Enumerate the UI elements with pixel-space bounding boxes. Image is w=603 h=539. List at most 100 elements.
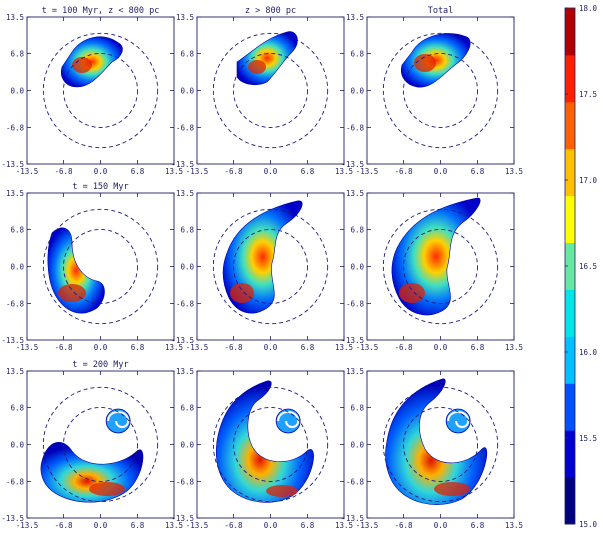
outer-orbit-ring [212,208,329,325]
spiral-arm [277,410,300,428]
x-tick-label: 13.5 [505,167,523,176]
density-peak [72,57,92,73]
y-tick-label: -6.8 [176,124,195,133]
x-tick-label: 13.5 [505,343,523,352]
y-tick-label: -6.8 [6,124,25,133]
y-tick-label: 13.5 [346,367,364,376]
panel-row1-col1: t = 100 Myr, z < 800 pc -13.5 -6.8 0.0 6.8 13… [1,6,183,176]
x-tick-label: 0.0 [434,343,448,352]
spiral-arm [107,410,130,428]
outer-orbit-ring [42,386,159,503]
x-tick-label: -6.8 [224,521,243,530]
density-peak [399,283,425,303]
x-tick-label: 13.5 [165,167,183,176]
panel-row3-col2: -13.5 -6.8 0.0 6.8 13.5 13.5 6.8 0.0 -6.8 -13.5 [171,367,353,530]
x-tick-label: 6.8 [471,167,485,176]
density-map [382,197,499,325]
y-tick-label: 6.8 [180,403,194,412]
x-tick-label: 6.8 [131,167,145,176]
panel-row2-col3: -13.5 -6.8 0.0 6.8 13.5 13.5 6.8 0.0 -6.8 -13.5 [341,189,523,352]
y-tick-label: 13.5 [6,13,24,22]
colorbar-segment [565,430,575,478]
x-tick-label: 13.5 [165,521,183,530]
x-tick-label: 0.0 [94,343,108,352]
y-tick-label: 6.8 [350,403,364,412]
y-tick-label: 0.0 [180,87,194,96]
y-tick-label: -13.5 [171,160,194,169]
colorbar-segment [565,383,575,431]
outer-orbit-ring [382,32,499,149]
colorbar-segment [565,101,575,150]
density-map [42,32,159,149]
y-tick-label: 6.8 [350,225,364,234]
colorbar-segment [565,242,575,290]
x-tick-label: 0.0 [264,167,278,176]
colorbar-segment [565,148,575,197]
y-tick-label: -13.5 [341,514,364,523]
panel-row2-col2: -13.5 -6.8 0.0 6.8 13.5 13.5 6.8 0.0 -6.8 -13.5 [171,189,353,352]
inner-orbit-ring [233,53,308,128]
panel-title: t = 150 Myr [72,182,128,192]
x-tick-label: -6.8 [224,343,243,352]
x-tick-label: 0.0 [264,343,278,352]
x-tick-label: 0.0 [94,521,108,530]
density-map [382,32,499,149]
panel-row3-col3: -13.5 -6.8 0.0 6.8 13.5 13.5 6.8 0.0 -6.8 -13.5 [341,367,523,530]
density-map [42,208,159,325]
y-tick-label: -6.8 [346,300,365,309]
density-peak [434,482,470,496]
x-tick-label: 6.8 [301,167,315,176]
y-tick-label: 13.5 [346,189,364,198]
colorbar-segment [565,195,575,244]
x-tick-label: -13.5 [186,343,209,352]
inner-orbit-ring [403,407,478,482]
y-tick-label: -6.8 [6,478,25,487]
y-tick-label: -13.5 [341,160,364,169]
panel-title: t = 200 Myr [72,360,128,370]
x-tick-label: -13.5 [16,521,39,530]
colorbar: 18.0 17.5 17.0 16.5 16.0 15.5 15.0 [564,4,598,529]
x-tick-label: 6.8 [471,343,485,352]
density-peak [89,482,125,496]
x-tick-label: -13.5 [16,343,39,352]
y-tick-label: -6.8 [6,300,25,309]
x-tick-label: 13.5 [335,343,353,352]
density-peak [230,283,254,303]
y-tick-label: 0.0 [350,87,364,96]
y-tick-label: 13.5 [176,367,194,376]
y-tick-label: -6.8 [176,478,195,487]
y-tick-label: 6.8 [350,49,364,58]
gas-region [215,380,314,503]
colorbar-tick-label: 17.0 [579,176,598,185]
gas-region [60,36,123,88]
x-tick-label: 6.8 [471,521,485,530]
outer-orbit-ring [42,208,159,325]
colorbar-tick-label: 16.0 [579,348,598,357]
inner-orbit-ring [63,229,138,304]
panel-title: Total [428,6,454,16]
x-tick-label: -6.8 [394,343,413,352]
colorbar-tick-label: 16.5 [579,262,597,271]
outer-orbit-ring [382,386,499,503]
y-tick-label: 13.5 [6,189,24,198]
density-map [212,380,329,503]
y-tick-label: -6.8 [346,124,365,133]
spiral-arm [447,410,470,428]
density-map [212,31,329,149]
panel-row2-col1: t = 150 Myr -13.5 -6.8 0.0 6.8 13.5 13.5 6.8 0.0… [1,182,183,352]
y-tick-label: 0.0 [350,263,364,272]
inner-orbit-ring [403,229,478,304]
density-map [382,378,499,505]
x-tick-label: -13.5 [356,167,379,176]
density-peak [266,485,298,497]
y-tick-label: -6.8 [346,478,365,487]
x-tick-label: -13.5 [186,167,209,176]
y-tick-label: -13.5 [1,514,24,523]
y-tick-label: 0.0 [10,441,24,450]
colorbar-tick-label: 18.0 [579,4,598,13]
inner-orbit-ring [63,53,138,128]
x-tick-label: 13.5 [335,167,353,176]
x-tick-label: 0.0 [434,521,448,530]
y-tick-label: 0.0 [10,263,24,272]
outer-orbit-ring [382,208,499,325]
